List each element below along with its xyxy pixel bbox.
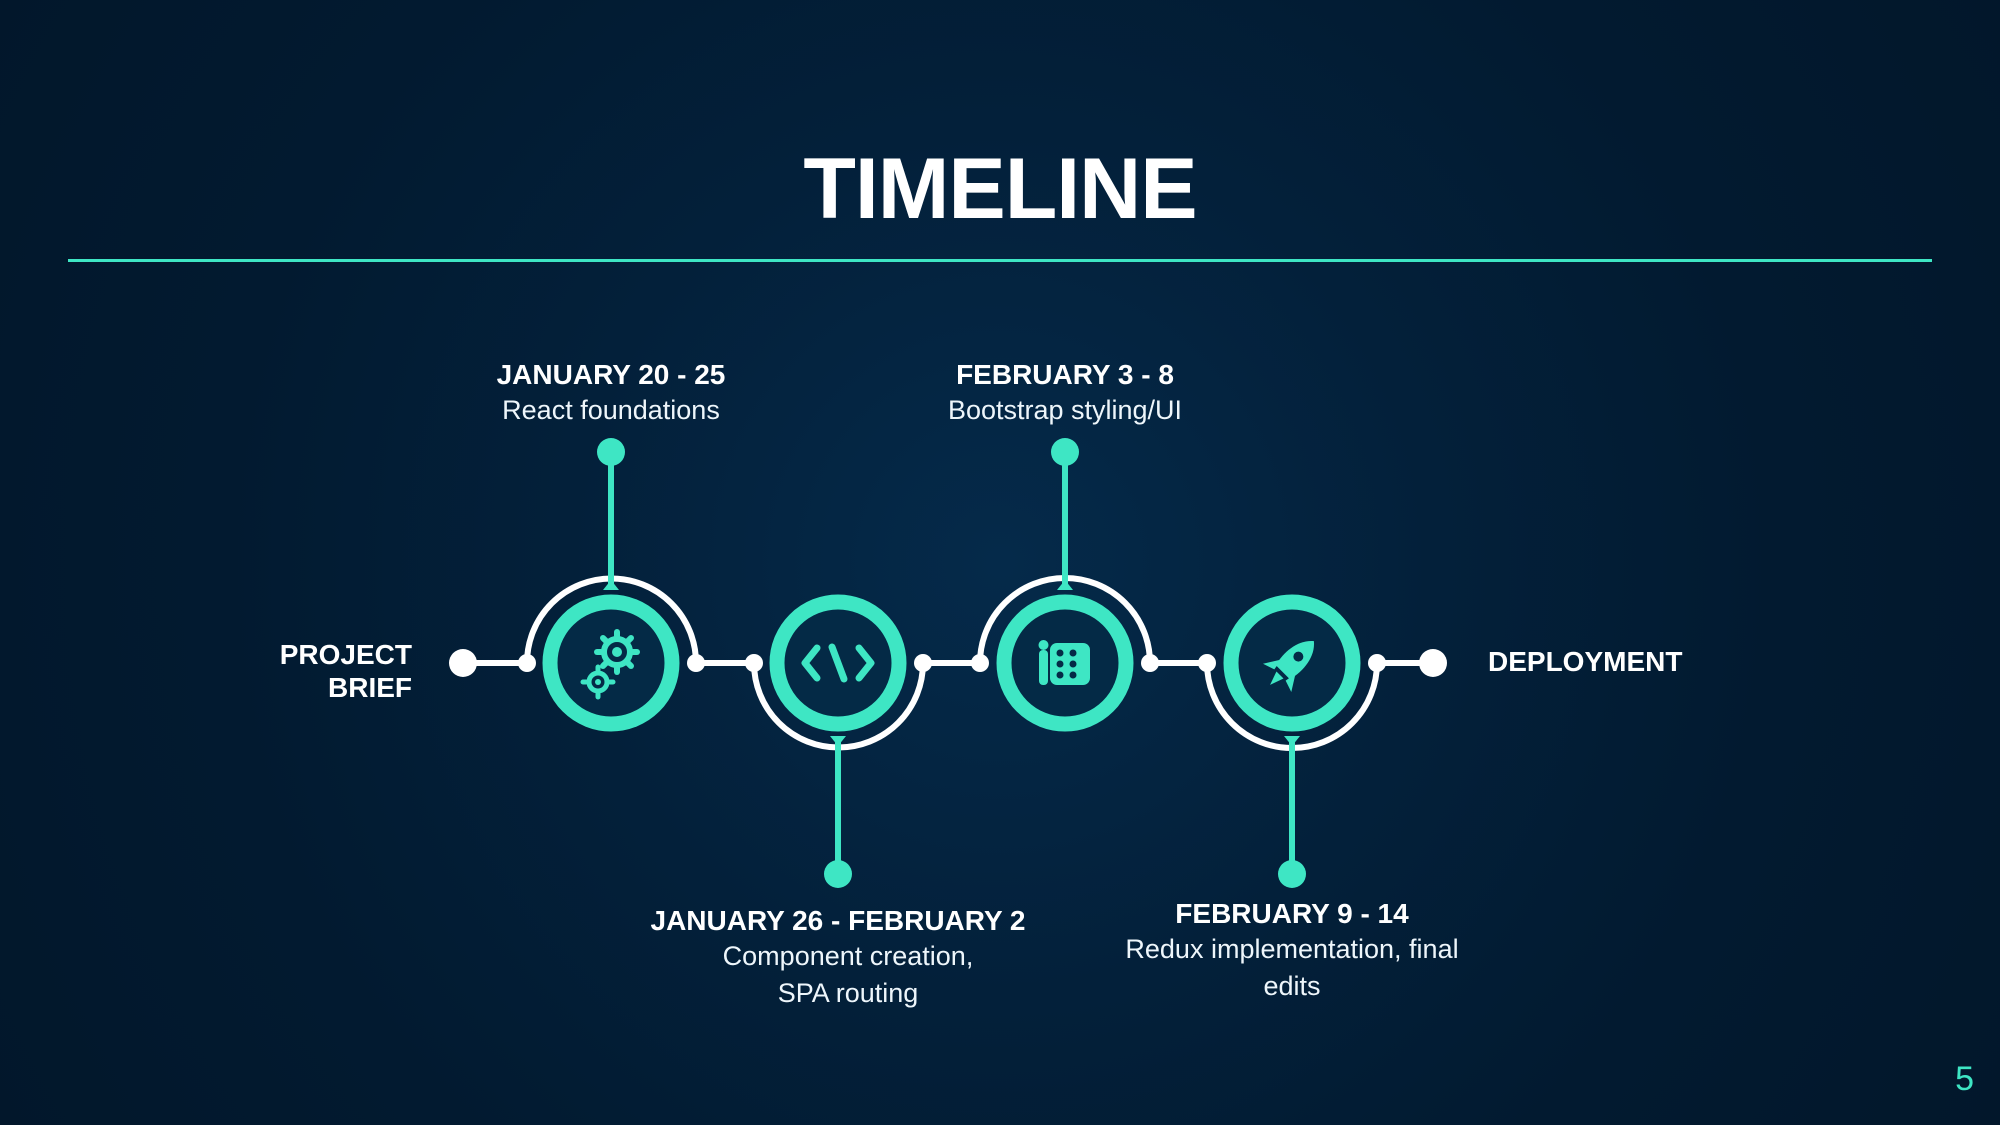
milestone-desc: Bootstrap styling/UI (947, 395, 1183, 425)
stem-notch (603, 580, 619, 590)
page-number: 5 (1955, 1060, 1974, 1098)
junction-dot (518, 654, 536, 672)
code-icon (801, 643, 875, 683)
junction-dot (971, 654, 989, 672)
end-dot (1419, 649, 1447, 677)
milestone-desc: Component creation, (722, 941, 974, 971)
junction-dot (687, 654, 705, 672)
junction-dot (914, 654, 932, 672)
milestone-desc: React foundations (502, 395, 720, 425)
title-divider (68, 259, 1932, 262)
milestone-desc: SPA routing (777, 978, 919, 1008)
start-label-line1: PROJECT (279, 639, 412, 670)
junction-dot (1198, 654, 1216, 672)
junction-dot (745, 654, 763, 672)
start-label-line2: BRIEF (328, 672, 412, 703)
page-title: TIMELINE (803, 141, 1197, 237)
milestone-label: FEBRUARY 3 - 8 Bootstrap styling/UI (915, 358, 1215, 429)
stem-notch (1057, 580, 1073, 590)
milestone-label: FEBRUARY 9 - 14 Redux implementation, fi… (1112, 897, 1472, 1005)
milestone-date: FEBRUARY 9 - 14 (1175, 898, 1409, 929)
stem-end-dot (824, 860, 852, 888)
milestone-label: JANUARY 26 - FEBRUARY 2 Component creati… (638, 904, 1038, 1012)
palette-grid-icon (1038, 640, 1090, 685)
start-label: PROJECT BRIEF (240, 638, 412, 704)
rocket-icon (1263, 641, 1314, 692)
stem-notch (1284, 736, 1300, 746)
start-dot (449, 649, 477, 677)
milestone-label: JANUARY 20 - 25 React foundations (461, 358, 761, 429)
milestone-date: FEBRUARY 3 - 8 (956, 359, 1174, 390)
milestone-date: JANUARY 26 - FEBRUARY 2 (650, 905, 1026, 936)
stem-notch (830, 736, 846, 746)
milestone-desc: edits (1263, 971, 1321, 1001)
stem-end-dot (1278, 860, 1306, 888)
junction-dot (1141, 654, 1159, 672)
milestone-desc: Redux implementation, final (1125, 934, 1459, 964)
stem-end-dot (597, 438, 625, 466)
milestone-date: JANUARY 20 - 25 (496, 359, 726, 390)
junction-dot (1368, 654, 1386, 672)
end-label: DEPLOYMENT (1488, 646, 1683, 677)
stem-end-dot (1051, 438, 1079, 466)
gears-icon (580, 629, 640, 700)
